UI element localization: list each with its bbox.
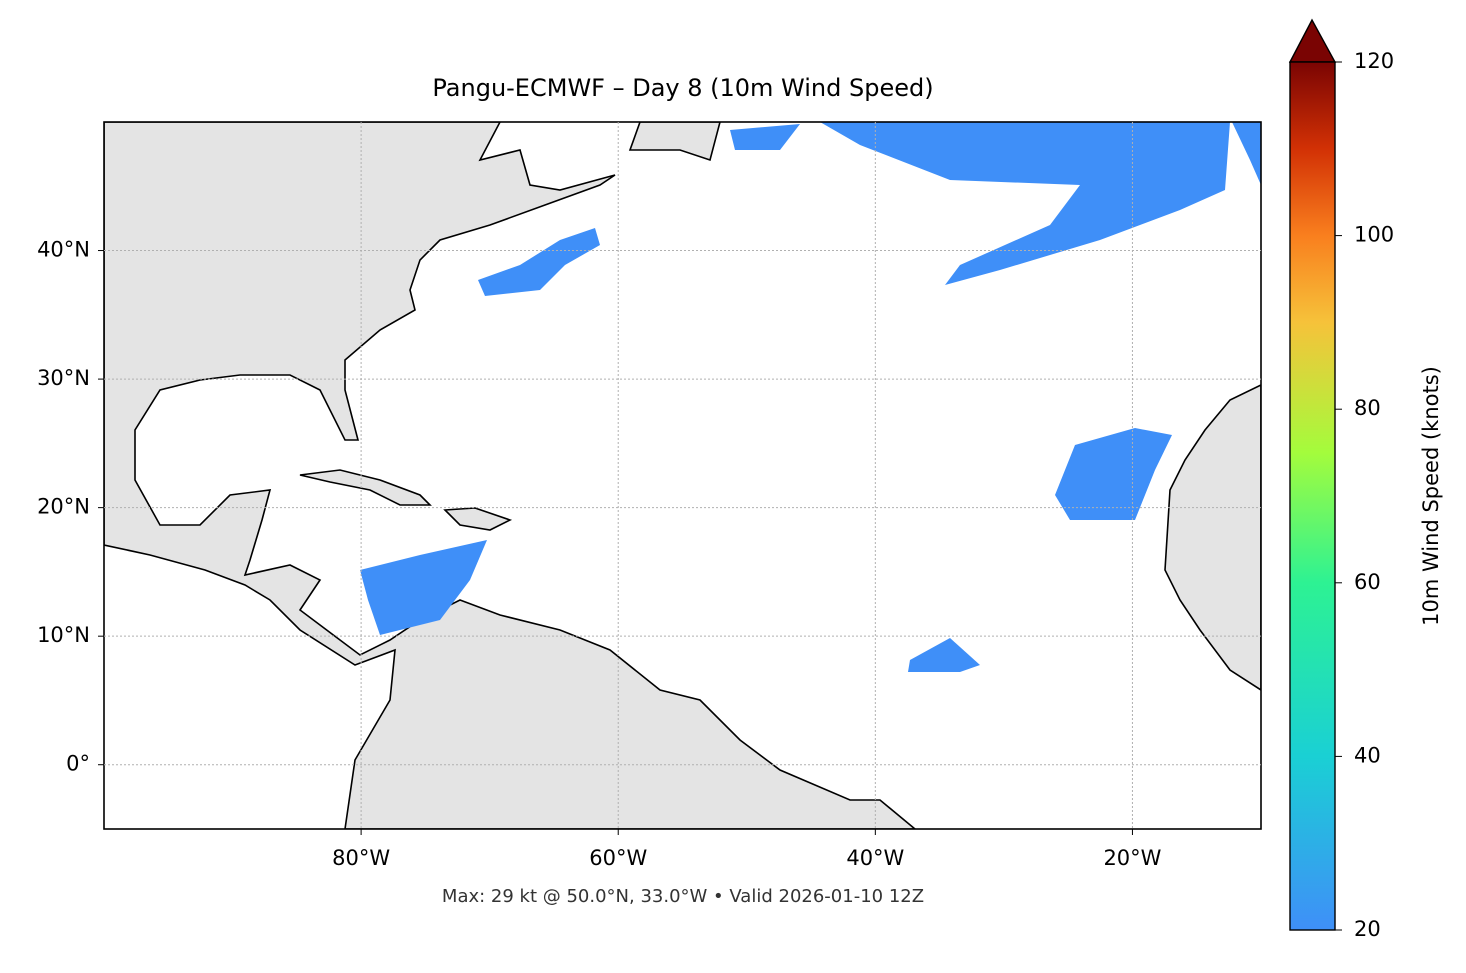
wind-field (908, 638, 980, 672)
y-tick-label: 40°N (37, 238, 90, 262)
chart-title: Pangu-ECMWF – Day 8 (10m Wind Speed) (432, 74, 933, 102)
colorbar-label: 10m Wind Speed (knots) (1419, 366, 1443, 626)
colorbar-extend (1288, 18, 1337, 63)
wind-field (360, 540, 487, 635)
land (443, 507, 513, 531)
wind-field (478, 228, 600, 296)
caption: Max: 29 kt @ 50.0°N, 33.0°W • Valid 2026… (442, 886, 924, 907)
colorbar-tick-label: 40 (1354, 743, 1381, 767)
colorbar (1289, 61, 1336, 931)
colorbar-tick-label: 100 (1354, 223, 1394, 247)
x-tick-label: 40°W (846, 846, 904, 870)
y-tick-label: 30°N (37, 366, 90, 390)
x-tick-label: 20°W (1103, 846, 1161, 870)
y-tick-label: 20°N (37, 495, 90, 519)
wind-field (820, 122, 1230, 285)
colorbar-tick-label: 20 (1354, 917, 1381, 941)
colorbar-tick-label: 60 (1354, 570, 1381, 594)
map-frame (103, 121, 1262, 830)
land (628, 122, 721, 162)
map (104, 122, 1261, 829)
colorbar-tick-label: 80 (1354, 396, 1381, 420)
wind-field (1055, 428, 1172, 520)
land (299, 469, 432, 506)
land (1164, 384, 1261, 691)
x-tick-label: 80°W (332, 846, 390, 870)
colorbar-tick-label: 120 (1354, 49, 1394, 73)
x-tick-label: 60°W (589, 846, 647, 870)
land (104, 122, 917, 829)
wind-field (730, 124, 800, 150)
y-tick-label: 10°N (37, 623, 90, 647)
y-tick-label: 0° (66, 752, 90, 776)
wind-field (1232, 122, 1261, 185)
